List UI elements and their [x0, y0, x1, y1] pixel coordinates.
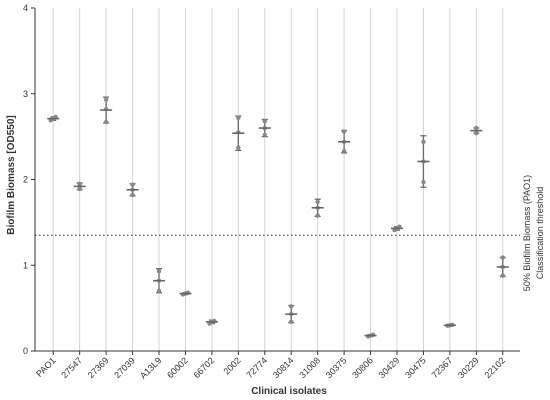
isolate-group: [179, 290, 192, 297]
isolate-group: [258, 118, 271, 138]
isolate-group: [100, 96, 113, 125]
replicate-point: [130, 192, 135, 198]
x-tick-label: 27547: [59, 355, 84, 380]
isolate-group: [470, 125, 483, 136]
isolate-group: [311, 198, 324, 218]
x-tick-label: 30375: [324, 355, 349, 380]
x-tick-label: 31008: [297, 355, 322, 380]
threshold-label-line1: 50% Biofilm Biomass (PAO1): [522, 175, 532, 291]
data-points: [47, 96, 509, 339]
x-tick-label: 30229: [456, 355, 481, 380]
replicate-point: [77, 181, 82, 186]
x-tick-label: 27039: [112, 355, 137, 380]
x-tick-label: 72774: [244, 355, 269, 380]
x-tick-label: 27369: [86, 355, 111, 380]
y-tick-label: 1: [23, 260, 28, 270]
replicate-point: [500, 255, 505, 260]
y-tick-label: 3: [23, 89, 28, 99]
replicate-point: [156, 269, 162, 274]
x-ticks: PAO1 27547 27369 27039 A13L9 60002 66702 2002 72…: [34, 351, 507, 381]
replicate-point: [315, 199, 320, 204]
y-tick-label: 2: [23, 175, 28, 185]
x-tick-label: PAO1: [34, 355, 58, 379]
isolate-group: [391, 224, 403, 233]
replicate-point: [156, 288, 162, 294]
replicate-point: [103, 97, 109, 102]
x-axis-title: Clinical isolates: [251, 386, 327, 397]
isolate-group: [153, 268, 165, 294]
y-axis-title: Biofilm Biomass [OD550]: [6, 115, 17, 234]
x-tick-label: 22102: [482, 355, 507, 380]
isolate-group: [47, 114, 60, 123]
replicate-point: [315, 213, 320, 218]
replicate-point: [474, 125, 479, 131]
replicate-point: [262, 132, 267, 138]
replicate-point: [341, 149, 347, 154]
isolate-group: [126, 182, 139, 198]
x-tick-label: 30475: [403, 355, 428, 380]
grid-lines: [52, 8, 504, 351]
x-tick-label: 30429: [377, 355, 402, 380]
x-tick-label: 30814: [271, 355, 296, 380]
x-tick-label: 60002: [165, 355, 190, 380]
x-tick-label: 72367: [430, 355, 455, 380]
replicate-point: [289, 319, 294, 325]
replicate-point: [262, 118, 267, 124]
isolate-group: [364, 332, 377, 339]
replicate-point: [236, 145, 241, 150]
isolate-group: [417, 135, 430, 188]
replicate-point: [130, 182, 135, 187]
isolate-group: [338, 129, 351, 154]
x-tick-label: A13L9: [138, 355, 163, 380]
isolate-group: [443, 322, 456, 328]
x-tick-label: 30806: [350, 355, 375, 380]
threshold-label-line2: Classification threshold: [535, 187, 545, 280]
replicate-point: [421, 179, 426, 185]
y-tick-label: 4: [23, 3, 28, 13]
x-tick-label: 2002: [222, 355, 243, 376]
replicate-point: [236, 115, 241, 120]
replicate-point: [289, 304, 294, 309]
replicate-point: [103, 119, 109, 125]
y-tick-label: 0: [23, 346, 28, 356]
axes: [34, 8, 520, 352]
replicate-point: [341, 129, 347, 134]
y-ticks: 0 1 2 3 4: [23, 3, 35, 356]
isolate-group: [205, 318, 218, 326]
isolate-group: [73, 181, 86, 192]
isolate-group: [285, 304, 298, 325]
isolate-group: [496, 255, 509, 278]
isolate-group: [232, 115, 245, 151]
x-tick-label: 66702: [192, 355, 217, 380]
replicate-point: [421, 139, 426, 144]
replicate-point: [500, 273, 505, 278]
